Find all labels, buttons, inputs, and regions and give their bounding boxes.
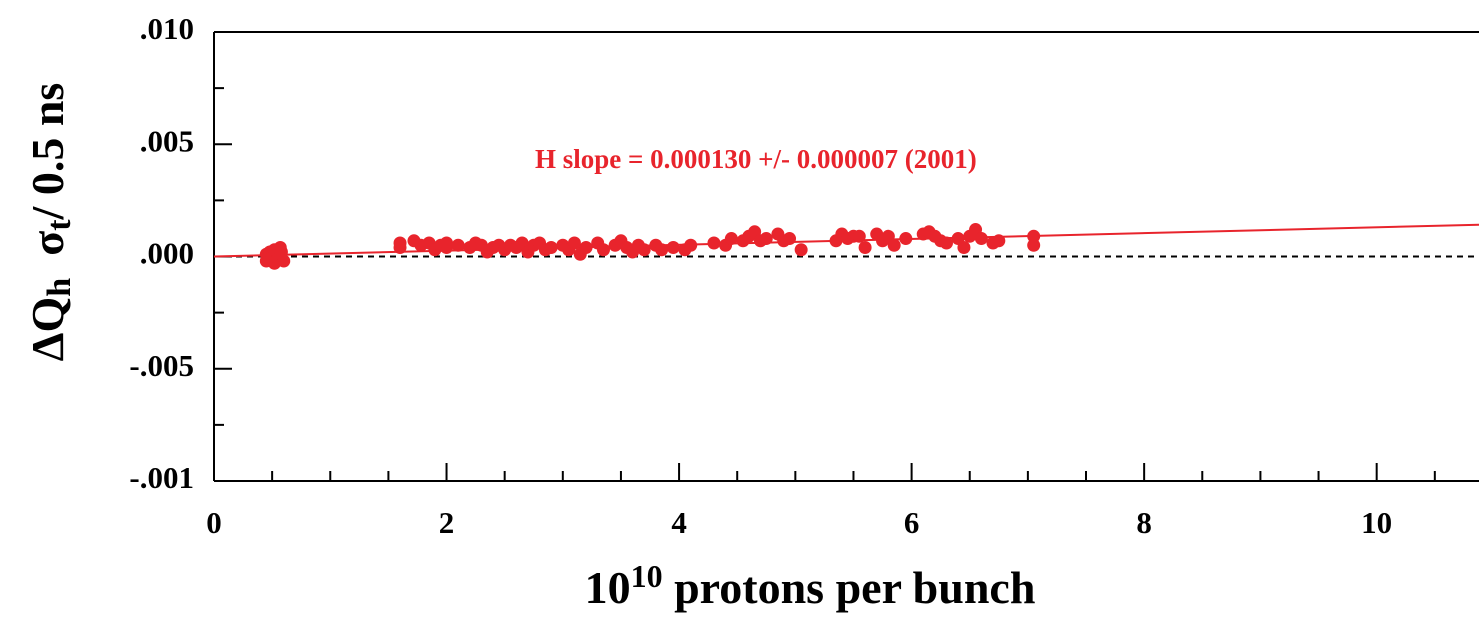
annotation: H slope = 0.000130 +/- 0.000007 (2001) [535, 144, 977, 174]
x-tick-label: 10 [1361, 505, 1392, 540]
y-tick-label: .000 [140, 236, 194, 271]
point [759, 232, 773, 246]
point [544, 241, 558, 255]
point [637, 243, 651, 257]
point [596, 243, 610, 257]
point [440, 236, 454, 250]
y-title-part: / 0.5 ns [22, 83, 73, 221]
y-axis-title: ΔQh σt/ 0.5 ns [22, 83, 78, 362]
point [939, 236, 953, 250]
point [1027, 238, 1041, 252]
x-title-part: protons per bunch [663, 562, 1036, 613]
y-tick-label: -.001 [129, 460, 194, 495]
point [887, 238, 901, 252]
x-tick-label: 2 [439, 505, 455, 540]
point [393, 236, 407, 250]
point [794, 243, 808, 257]
point [579, 241, 593, 255]
point [1027, 229, 1041, 243]
point [724, 232, 738, 246]
x-tick-label: 8 [1136, 505, 1152, 540]
y-tick-label: .010 [140, 11, 194, 46]
y-title-part: h [41, 278, 78, 297]
point [666, 241, 680, 255]
point [992, 234, 1006, 248]
y-title-part: t [41, 219, 78, 231]
x-title-part: 10 [585, 562, 631, 613]
y-title-part: ΔQ [22, 297, 73, 362]
x-tick-label: 6 [904, 505, 920, 540]
x-axis-title: 1010 protons per bunch [585, 558, 1036, 612]
y-tick-label: -.005 [129, 348, 194, 383]
point [277, 254, 291, 268]
point [567, 236, 581, 250]
point [974, 232, 988, 246]
x-tick-label: 4 [671, 505, 687, 540]
x-tick-label: 0 [206, 505, 222, 540]
x-title-part: 10 [631, 558, 663, 594]
y-title-part: σ [22, 231, 73, 256]
point [655, 243, 669, 257]
point [957, 241, 971, 255]
point [451, 238, 465, 252]
point [783, 232, 797, 246]
point [852, 229, 866, 243]
y-tick-label: .005 [140, 123, 194, 158]
point [707, 236, 721, 250]
point [899, 232, 913, 246]
point [858, 241, 872, 255]
point [684, 238, 698, 252]
